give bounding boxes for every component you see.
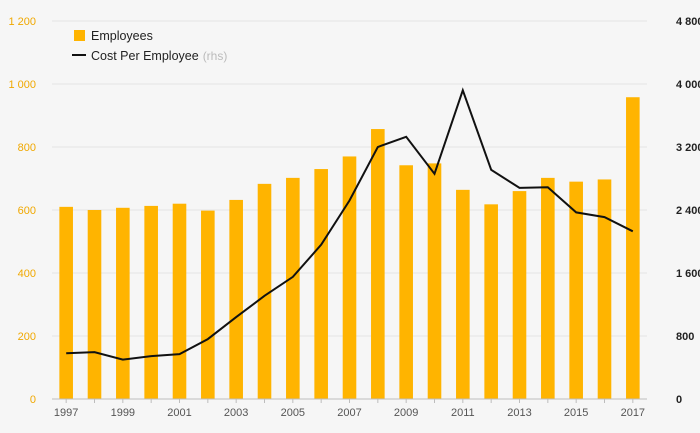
y-right-tick-label: 800 [676, 331, 694, 343]
y-right-tick-label: 0 [676, 394, 682, 406]
x-tick-label: 2003 [224, 407, 248, 419]
employees-bar [314, 169, 328, 399]
y-left-tick-label: 1 000 [8, 79, 36, 91]
employees-bar [597, 179, 612, 399]
legend-swatch-employees [74, 30, 85, 41]
y-right-tick-label: 2 400 [676, 205, 700, 217]
x-tick-label: 2001 [167, 407, 191, 419]
employees-bar [484, 204, 498, 399]
employees-bar [342, 156, 357, 399]
employees-bar [456, 189, 470, 399]
legend: Employees Cost Per Employee (rhs) [72, 29, 227, 63]
x-tick-label: 1997 [54, 407, 78, 419]
legend-label-cost: Cost Per Employee [91, 49, 199, 63]
employees-bar [512, 191, 527, 399]
x-tick-label: 2011 [451, 407, 475, 419]
y-right-tick-label: 4 800 [676, 16, 700, 28]
employees-bar [427, 163, 442, 399]
employees-bar [59, 206, 73, 399]
y-right-tick-label: 3 200 [676, 142, 700, 154]
x-tick-label: 2005 [281, 407, 305, 419]
y-left-tick-label: 400 [18, 268, 36, 280]
employees-bar [371, 129, 385, 400]
legend-label-cost-wrapper: Cost Per Employee (rhs) [91, 49, 227, 63]
x-tick-label: 2017 [621, 407, 645, 419]
x-tick-label: 2009 [394, 407, 418, 419]
employees-bar [399, 165, 413, 399]
legend-note-rhs: (rhs) [203, 49, 228, 63]
y-right-tick-label: 4 000 [676, 79, 700, 91]
employees-bar [229, 199, 243, 399]
employees-bar [257, 183, 272, 399]
y-left-tick-label: 1 200 [8, 16, 36, 28]
x-tick-label: 2013 [507, 407, 531, 419]
employees-bar [172, 203, 187, 399]
employees-bar [144, 205, 158, 399]
cost-line-layer [66, 87, 634, 361]
y-left-tick-label: 800 [18, 142, 36, 154]
x-tick-label: 2007 [337, 407, 361, 419]
x-tick-label: 1999 [111, 407, 135, 419]
employees-bar [541, 177, 555, 399]
y-left-tick-label: 200 [18, 331, 36, 343]
legend-label-employees: Employees [91, 29, 153, 43]
y-left-tick-label: 600 [18, 205, 36, 217]
employees-bar [116, 207, 130, 399]
x-tick-label: 2015 [564, 407, 588, 419]
employees-bar [87, 210, 102, 399]
y-right-tick-label: 1 600 [676, 268, 700, 280]
employees-bar [201, 210, 215, 399]
employees-bar [569, 181, 583, 399]
employees-bar [626, 97, 640, 399]
cost-per-employee-line [66, 87, 634, 361]
y-left-tick-label: 0 [30, 394, 36, 406]
employees-bar [286, 177, 300, 399]
axes: 0 200 400 600 800 1 000 1 200 0 800 1 600 2 400 3 2… [8, 16, 700, 419]
employees-bars [59, 97, 640, 400]
